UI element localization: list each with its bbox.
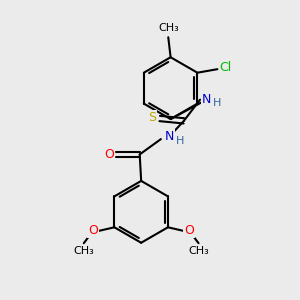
Text: O: O <box>104 148 114 161</box>
Text: O: O <box>184 224 194 237</box>
Text: H: H <box>213 98 221 108</box>
Text: Cl: Cl <box>220 61 232 74</box>
Text: H: H <box>176 136 184 146</box>
Text: O: O <box>88 224 98 237</box>
Text: CH₃: CH₃ <box>74 246 94 256</box>
Text: CH₃: CH₃ <box>188 246 209 256</box>
Text: CH₃: CH₃ <box>158 23 178 33</box>
Text: S: S <box>148 111 156 124</box>
Text: N: N <box>202 93 211 106</box>
Text: N: N <box>164 130 174 143</box>
